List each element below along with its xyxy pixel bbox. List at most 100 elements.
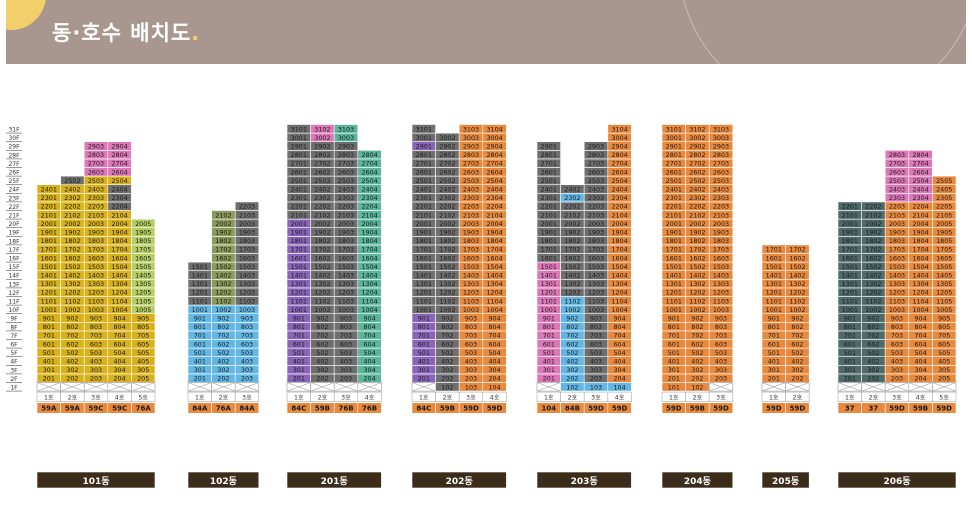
unit-number: 1703: [239, 246, 255, 254]
unit-number: 2804: [361, 151, 377, 159]
unit-number: 702: [441, 332, 453, 340]
unit-number: 2704: [111, 160, 127, 168]
unit-number: 3104: [486, 125, 502, 133]
unit-number: 903: [241, 315, 253, 323]
unit-number: 302: [316, 366, 328, 374]
unit-number: 1702: [64, 246, 80, 254]
unit-type: 59D: [790, 405, 806, 413]
unit-number: 402: [791, 358, 803, 366]
unit-number: 304: [488, 366, 500, 374]
unit-number: 2603: [713, 168, 729, 176]
building-name: 204동: [684, 476, 711, 487]
unit-number: 804: [363, 323, 375, 331]
unit-number: 2001: [666, 220, 682, 228]
building-name: 101동: [82, 476, 109, 487]
floor-label: 10F: [8, 307, 20, 314]
unit-number: 2803: [713, 151, 729, 159]
unit-number: 1102: [789, 297, 805, 305]
unit-number: 403: [465, 358, 477, 366]
unit-number: 1701: [291, 246, 307, 254]
unit-number: 2502: [314, 177, 330, 185]
unit-number: 301: [543, 366, 555, 374]
unit-number: 503: [90, 349, 102, 357]
unit-number: 502: [217, 349, 229, 357]
unit-number: 302: [217, 366, 229, 374]
unit-number: 301: [43, 366, 55, 374]
line-label: 2호: [869, 394, 879, 401]
unit-number: 902: [316, 315, 328, 323]
unit-number: 1305: [936, 280, 952, 288]
unit-number: 103: [465, 383, 477, 391]
unit-number: 1202: [64, 289, 80, 297]
unit-type: 84A: [239, 405, 255, 413]
pilotis-mark: [932, 382, 957, 392]
unit-number: 2504: [912, 177, 928, 185]
unit-cell: [411, 124, 436, 134]
unit-number: 401: [668, 358, 680, 366]
unit-number: 802: [691, 323, 703, 331]
unit-number: 102: [441, 383, 453, 391]
line-label-cell: [785, 391, 810, 403]
unit-number: 902: [66, 315, 78, 323]
pilotis-mark: [36, 382, 61, 392]
unit-number: 1201: [541, 289, 557, 297]
line-label: 3호: [591, 394, 601, 401]
unit-number: 2203: [338, 203, 354, 211]
unit-number: 1503: [588, 263, 604, 271]
unit-number: 1003: [88, 306, 104, 314]
floor-label: 27F: [8, 161, 20, 168]
unit-number: 1304: [361, 280, 377, 288]
unit-number: 603: [340, 340, 352, 348]
unit-number: 1203: [463, 289, 479, 297]
floor-label: 18F: [8, 238, 20, 245]
unit-number: 1803: [588, 237, 604, 245]
unit-type: 76B: [362, 405, 377, 413]
unit-number: 1704: [111, 246, 127, 254]
unit-number: 1701: [842, 246, 858, 254]
line-label-cell: [234, 391, 260, 403]
unit-number: 805: [938, 323, 950, 331]
unit-number: 603: [465, 340, 477, 348]
unit-number: 1004: [361, 306, 377, 314]
unit-number: 801: [768, 323, 780, 331]
unit-number: 1202: [215, 289, 231, 297]
floor-label: 26F: [8, 170, 20, 177]
unit-number: 701: [543, 332, 555, 340]
unit-number: 1901: [666, 229, 682, 237]
floor-label: 30F: [8, 135, 20, 142]
unit-number: 1303: [889, 280, 905, 288]
line-label: 4호: [365, 394, 375, 401]
pilotis-mark: [107, 382, 132, 392]
unit-number: 1605: [936, 254, 952, 262]
unit-number: 1402: [789, 272, 805, 280]
unit-number: 603: [90, 340, 102, 348]
unit-number: 2404: [486, 186, 502, 194]
unit-number: 3002: [689, 134, 705, 142]
floor-label: 3F: [10, 367, 18, 374]
line-label: 2호: [68, 394, 78, 401]
unit-number: 1504: [486, 263, 502, 271]
unit-number: 2303: [338, 194, 354, 202]
unit-number: 1403: [463, 272, 479, 280]
unit-number: 1102: [689, 297, 705, 305]
unit-number: 2902: [689, 143, 705, 151]
unit-number: 2701: [666, 160, 682, 168]
unit-number: 405: [137, 358, 149, 366]
unit-number: 703: [891, 332, 903, 340]
unit-number: 1703: [713, 246, 729, 254]
unit-number: 2803: [338, 151, 354, 159]
unit-number: 2305: [936, 194, 952, 202]
line-label-cell: [932, 391, 957, 403]
unit-number: 601: [543, 340, 555, 348]
unit-number: 1101: [842, 297, 858, 305]
unit-number: 1803: [239, 237, 255, 245]
unit-number: 1301: [291, 280, 307, 288]
floor-label: 14F: [8, 273, 20, 280]
unit-number: 1301: [842, 280, 858, 288]
unit-number: 3101: [291, 125, 307, 133]
unit-number: 1303: [88, 280, 104, 288]
unit-number: 3102: [689, 125, 705, 133]
unit-number: 2701: [291, 160, 307, 168]
unit-number: 1502: [564, 263, 580, 271]
